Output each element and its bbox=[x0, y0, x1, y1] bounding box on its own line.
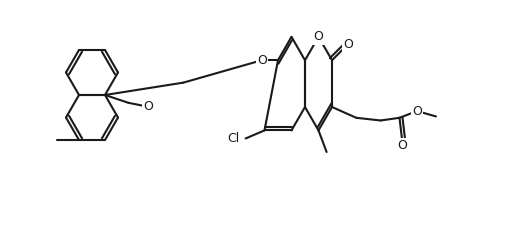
Text: Cl: Cl bbox=[227, 132, 240, 145]
Text: O: O bbox=[257, 54, 267, 67]
Text: O: O bbox=[397, 139, 407, 152]
Text: O: O bbox=[313, 30, 323, 43]
Text: O: O bbox=[412, 105, 422, 117]
Text: O: O bbox=[343, 38, 353, 51]
Text: O: O bbox=[143, 100, 153, 113]
